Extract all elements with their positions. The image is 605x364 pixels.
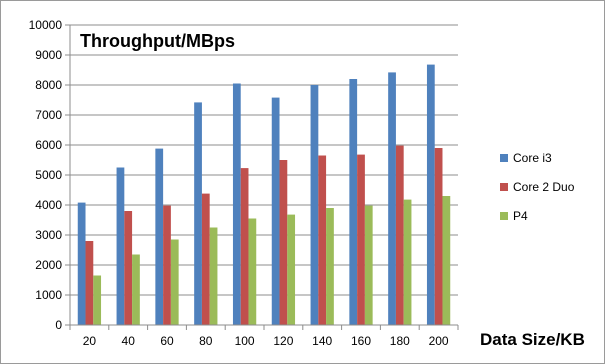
x-tick-label: 180 (390, 334, 410, 348)
x-tick-label: 60 (160, 334, 174, 348)
bar-core-i3 (426, 64, 435, 325)
y-tick-label: 10000 (29, 18, 63, 32)
bar-core-i3 (271, 97, 280, 325)
bar-p4 (209, 227, 218, 325)
y-tick-label: 0 (55, 318, 62, 332)
bar-p4 (403, 199, 412, 325)
bar-core-i3 (349, 79, 358, 325)
bar-p4 (132, 254, 140, 325)
bar-core-i3 (232, 83, 241, 325)
bar-core-2-duo (201, 193, 210, 325)
x-tick-label: 40 (122, 334, 136, 348)
bar-core-i3 (310, 85, 319, 325)
x-tick-label: 200 (429, 334, 449, 348)
chart-title: Throughput/MBps (80, 31, 235, 51)
bar-core-i3 (116, 167, 125, 325)
bar-core-i3 (77, 202, 86, 325)
legend-swatch (500, 154, 508, 162)
y-tick-label: 9000 (35, 48, 62, 62)
bar-core-i3 (155, 148, 164, 325)
bar-p4 (287, 214, 296, 325)
y-tick-label: 2000 (35, 258, 62, 272)
y-tick-label: 5000 (35, 168, 62, 182)
bar-p4 (326, 208, 334, 325)
y-tick-label: 3000 (35, 228, 62, 242)
bar-core-2-duo (124, 211, 133, 325)
x-tick-label: 20 (83, 334, 97, 348)
bar-core-2-duo (318, 155, 327, 325)
bar-core-2-duo (85, 241, 94, 325)
legend: Core i3 Core 2 Duo P4 (500, 151, 575, 223)
legend-label: Core 2 Duo (513, 180, 575, 194)
bar-core-2-duo (395, 145, 404, 325)
bar-core-i3 (194, 102, 202, 326)
x-tick-label: 100 (235, 334, 255, 348)
x-tick-label: 120 (273, 334, 293, 348)
legend-swatch (500, 183, 508, 191)
y-tick-label: 6000 (35, 138, 62, 152)
y-tick-label: 4000 (35, 198, 62, 212)
bar-p4 (442, 196, 451, 325)
bar-p4 (93, 275, 102, 325)
bar-core-i3 (388, 72, 396, 326)
bar-p4 (364, 205, 373, 325)
x-tick-label: 80 (199, 334, 213, 348)
bar-p4 (170, 239, 179, 325)
bar-p4 (248, 218, 257, 325)
bars (77, 64, 451, 326)
bar-core-2-duo (240, 168, 249, 325)
legend-label: P4 (513, 209, 528, 223)
x-axis-ticks: 20 40 60 80 100 120 140 160 180 200 (69, 325, 459, 348)
bar-core-2-duo (434, 148, 443, 325)
y-tick-label: 1000 (35, 288, 62, 302)
legend-swatch (500, 212, 508, 220)
bar-core-2-duo (279, 160, 288, 325)
y-tick-label: 8000 (35, 78, 62, 92)
y-tick-label: 7000 (35, 108, 62, 122)
x-tick-label: 160 (351, 334, 371, 348)
bar-core-2-duo (357, 154, 365, 325)
x-tick-label: 140 (312, 334, 332, 348)
x-axis-title: Data Size/KB (480, 330, 585, 349)
bar-core-2-duo (163, 205, 171, 325)
y-axis-ticks: 0 1000 2000 3000 4000 5000 6000 7000 8000 9000 100… (29, 18, 70, 332)
legend-label: Core i3 (513, 151, 552, 165)
